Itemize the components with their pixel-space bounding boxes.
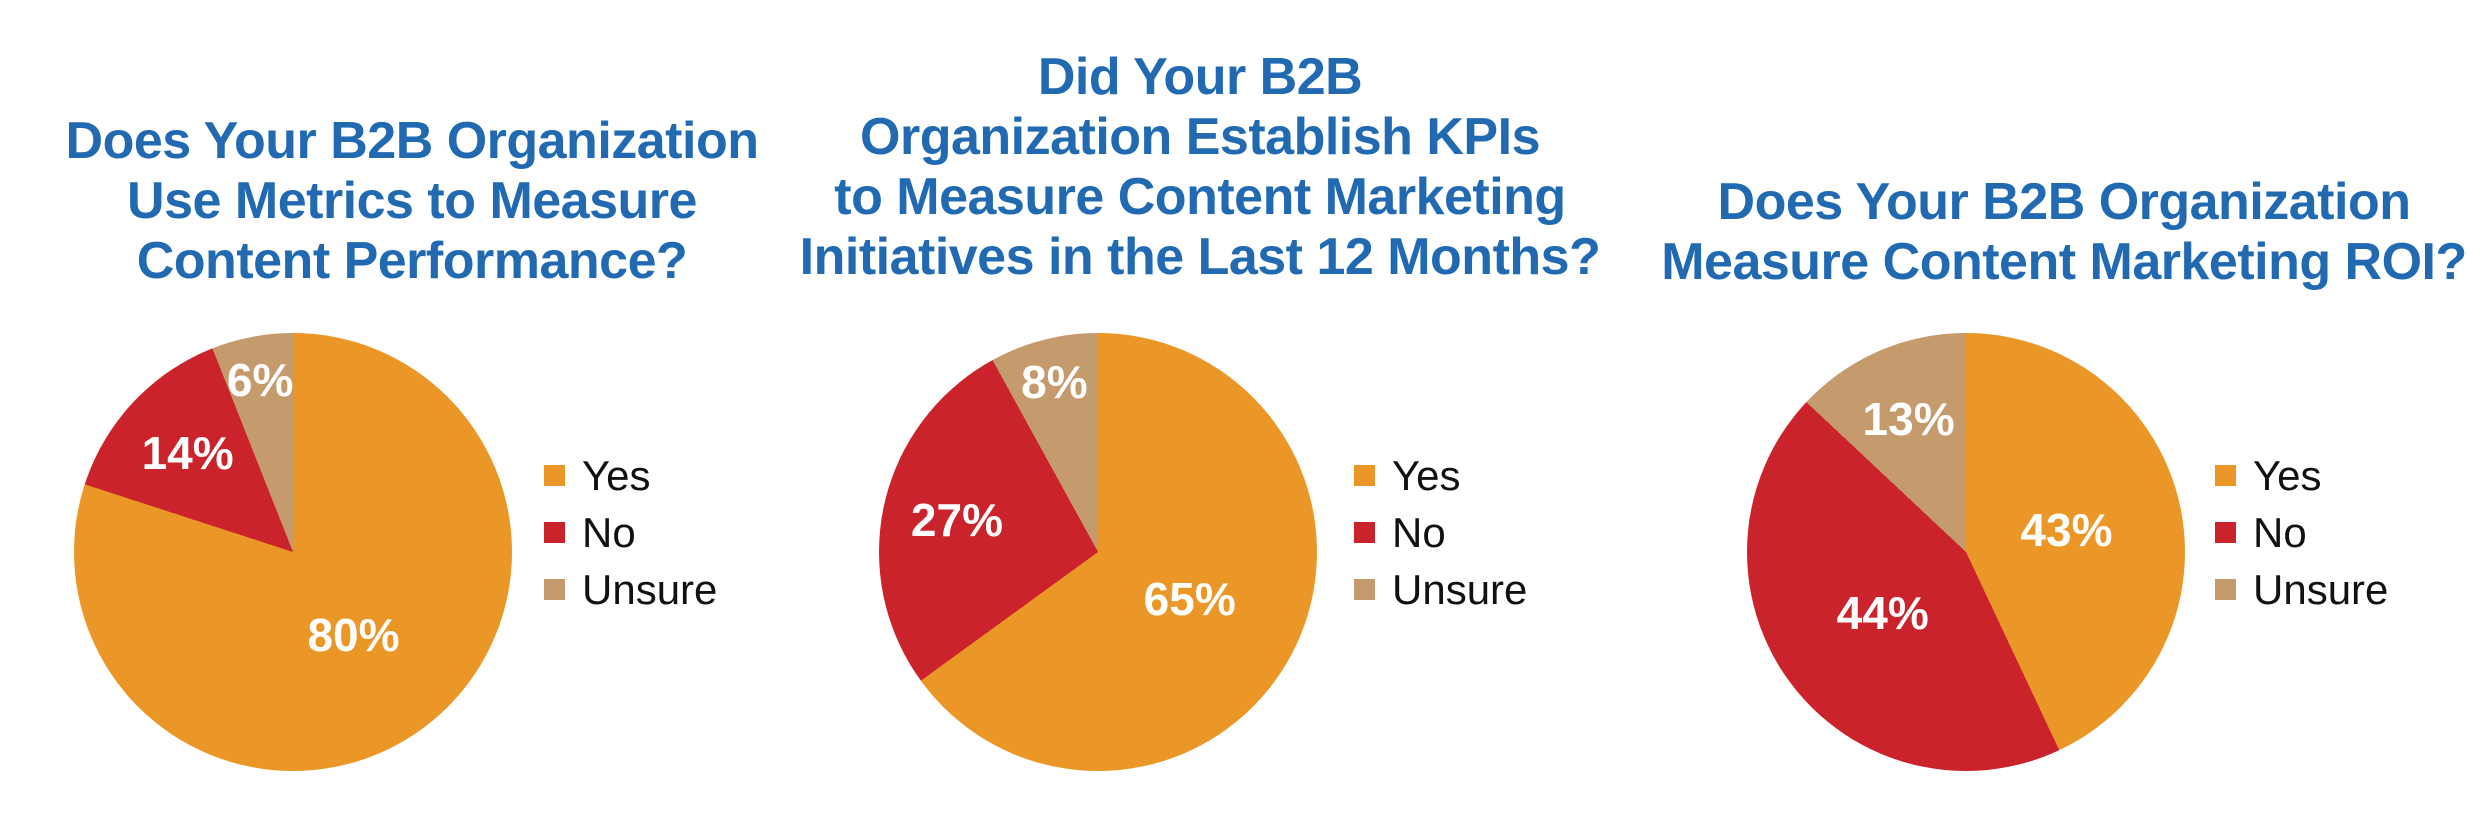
legend-swatch-yes [2215, 465, 2236, 486]
slice-label-unsure: 8% [1021, 356, 1088, 409]
legend-label: Unsure [2253, 565, 2389, 613]
pie-roi-measurement: 43% 44% 13% [1747, 333, 2185, 771]
legend-item-no: No [2215, 504, 2388, 561]
legend-label: Unsure [582, 565, 718, 613]
legend-label: No [582, 508, 636, 556]
legend-label: No [2253, 508, 2307, 556]
slice-label-yes: 65% [1143, 572, 1236, 625]
slice-label-no: 44% [1836, 586, 1929, 639]
legend-swatch-no [1354, 522, 1375, 543]
legend-item-yes: Yes [1354, 447, 1527, 504]
legend-swatch-no [544, 522, 565, 543]
legend-swatch-yes [1354, 465, 1375, 486]
slice-label-no: 14% [141, 427, 234, 480]
legend-item-unsure: Unsure [1354, 561, 1527, 618]
legend-item-no: No [544, 504, 717, 561]
legend-label: No [1392, 508, 1446, 556]
chart-title: Did Your B2B Organization Establish KPIs… [799, 48, 1601, 286]
legend-item-unsure: Unsure [544, 561, 717, 618]
slice-label-yes: 43% [2020, 503, 2113, 556]
slice-label-yes: 80% [307, 609, 400, 662]
slice-label-no: 27% [910, 494, 1003, 547]
chart-title: Does Your B2B Organization Use Metrics t… [65, 112, 759, 290]
pie-kpis-established: 65% 27% 8% [879, 333, 1317, 771]
pie-metrics-usage: 80% 14% 6% [74, 333, 512, 771]
legend-item-unsure: Unsure [2215, 561, 2388, 618]
legend-swatch-unsure [2215, 579, 2236, 600]
slice-label-unsure: 6% [226, 353, 294, 406]
slice-label-unsure: 13% [1862, 393, 1955, 446]
legend: Yes No Unsure [2215, 447, 2388, 618]
legend-label: Unsure [1392, 565, 1528, 613]
legend: Yes No Unsure [544, 447, 717, 618]
legend-label: Yes [2253, 451, 2322, 499]
legend-item-yes: Yes [2215, 447, 2388, 504]
legend-label: Yes [1392, 451, 1461, 499]
legend-swatch-unsure [544, 579, 565, 600]
legend-item-yes: Yes [544, 447, 717, 504]
legend: Yes No Unsure [1354, 447, 1527, 618]
legend-label: Yes [582, 451, 651, 499]
legend-swatch-no [2215, 522, 2236, 543]
chart-title: Does Your B2B Organization Measure Conte… [1661, 173, 2467, 291]
legend-item-no: No [1354, 504, 1527, 561]
legend-swatch-unsure [1354, 579, 1375, 600]
legend-swatch-yes [544, 465, 565, 486]
